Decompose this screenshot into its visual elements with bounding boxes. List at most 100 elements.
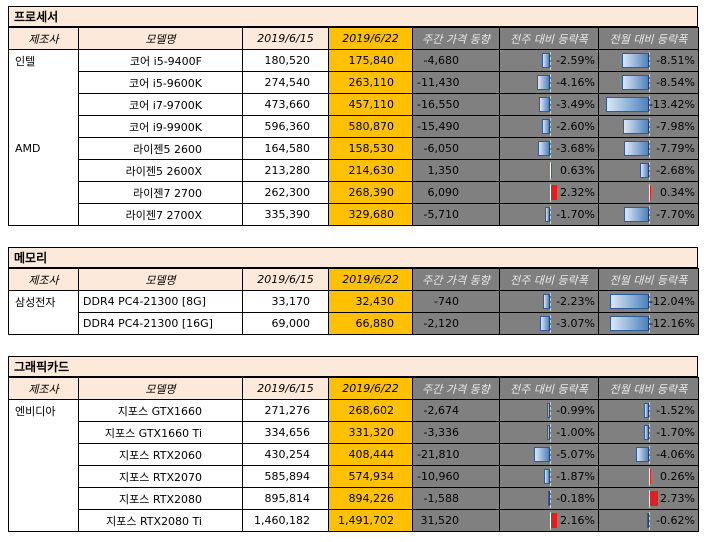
price-prev-cell: 585,894 [242,465,329,488]
table-row: 지포스 RTX2080 895,814 894,226 -1,588 -0.18% 2.7… [8,487,699,510]
mom-change-cell: -8.51% [598,49,699,72]
price-curr-cell: 175,840 [328,49,413,72]
wow-change-cell: -2.60% [499,115,599,138]
maker-cell [8,443,79,466]
positive-data-bar [550,185,557,200]
change-value: 0.63% [560,164,595,177]
mom-change-cell: -13.42% [598,93,699,116]
maker-cell [8,93,79,116]
maker-cell [8,203,79,226]
model-cell: 지포스 GTX1660 Ti [78,421,243,444]
wow-change-cell: -3.07% [499,312,599,335]
weekly-change-cell: -21,810 [412,443,500,466]
price-curr-cell: 158,530 [328,137,413,160]
section-1: 프로세서 제조사 모델명 2019/6/15 2019/6/22 주간 가격 동향 전주 대… [8,6,699,226]
header-wow: 전주 대비 등락폭 [499,268,599,291]
section-title: 메모리 [8,247,698,268]
price-curr-cell: 457,110 [328,93,413,116]
maker-cell [8,509,79,532]
weekly-change-cell: -6,050 [412,137,500,160]
bar-axis [649,293,650,311]
mom-change-cell: 2.73% [598,487,699,510]
header-date-2: 2019/6/22 [328,27,413,50]
bar-axis [649,424,650,442]
price-prev-cell: 271,276 [242,399,329,422]
header-date-2: 2019/6/22 [328,268,413,291]
price-prev-cell: 1,460,182 [242,509,329,532]
negative-data-bar [548,491,550,506]
mom-change-cell: -1.52% [598,399,699,422]
negative-data-bar [534,447,550,462]
mom-change-cell: 0.26% [598,465,699,488]
price-prev-cell: 895,814 [242,487,329,510]
model-cell: 지포스 RTX2080 Ti [78,509,243,532]
maker-cell [8,465,79,488]
change-value: -2.23% [556,295,595,308]
negative-data-bar [542,53,550,68]
weekly-change-cell: 1,350 [412,159,500,182]
weekly-change-cell: -16,550 [412,93,500,116]
change-value: -1.87% [556,470,595,483]
table-row: 엔비디아 지포스 GTX1660 271,276 268,602 -2,674 -0.99… [8,399,699,422]
change-value: -4.06% [656,448,695,461]
maker-cell [8,115,79,138]
change-value: -0.18% [556,492,595,505]
price-curr-cell: 1,491,702 [328,509,413,532]
bar-axis [649,162,650,180]
table-row: 라이젠5 2600X 213,280 214,630 1,350 0.63% -2.68% [8,159,699,182]
change-value: -0.99% [556,404,595,417]
header-maker: 제조사 [8,268,79,291]
price-curr-cell: 408,444 [328,443,413,466]
change-value: -7.98% [656,120,695,133]
bar-axis [649,315,650,333]
change-value: -12.04% [649,295,695,308]
table-row: 라이젠7 2700 262,300 268,390 6,090 2.32% 0.34% [8,181,699,204]
weekly-change-cell: -1,588 [412,487,500,510]
header-date-2: 2019/6/22 [328,377,413,400]
change-value: 0.26% [660,470,695,483]
wow-change-cell: 0.63% [499,159,599,182]
change-value: -4.16% [556,76,595,89]
mom-change-cell: -12.16% [598,312,699,335]
bar-axis [550,468,551,486]
price-prev-cell: 473,660 [242,93,329,116]
table-row: 삼성전자 DDR4 PC4-21300 [8G] 33,170 32,430 -740 -… [8,290,699,313]
change-value: -3.49% [556,98,595,111]
table-row: 지포스 RTX2070 585,894 574,934 -10,960 -1.87% 0.… [8,465,699,488]
price-curr-cell: 32,430 [328,290,413,313]
bar-axis [550,96,551,114]
header-weekly: 주간 가격 동향 [412,377,500,400]
mom-change-cell: -1.70% [598,421,699,444]
price-prev-cell: 335,390 [242,203,329,226]
wow-change-cell: -1.87% [499,465,599,488]
change-value: -3.68% [556,142,595,155]
model-cell: 코어 i5-9400F [78,49,243,72]
model-cell: 라이젠5 2600 [78,137,243,160]
header-row: 제조사 모델명 2019/6/15 2019/6/22 주간 가격 동향 전주 대비 등락… [8,268,699,291]
price-prev-cell: 262,300 [242,181,329,204]
weekly-change-cell: 6,090 [412,181,500,204]
change-value: 2.32% [560,186,595,199]
mom-change-cell: -4.06% [598,443,699,466]
section-2: 메모리 제조사 모델명 2019/6/15 2019/6/22 주간 가격 동향 전주 대비… [8,247,699,335]
wow-change-cell: -4.16% [499,71,599,94]
price-curr-cell: 580,870 [328,115,413,138]
wow-change-cell: -3.49% [499,93,599,116]
section-3: 그래픽카드 제조사 모델명 2019/6/15 2019/6/22 주간 가격 동향 전주 … [8,356,699,532]
mom-change-cell: 0.34% [598,181,699,204]
positive-data-bar [550,513,557,528]
negative-data-bar [542,119,550,134]
negative-data-bar [543,294,550,309]
weekly-change-cell: -3,336 [412,421,500,444]
weekly-change-cell: -5,710 [412,203,500,226]
negative-data-bar [547,425,550,440]
bar-axis [649,96,650,114]
price-prev-cell: 164,580 [242,137,329,160]
negative-data-bar [606,97,649,112]
bar-axis [649,140,650,158]
price-prev-cell: 180,520 [242,49,329,72]
header-mom: 전월 대비 등락폭 [598,27,699,50]
price-curr-cell: 329,680 [328,203,413,226]
model-cell: 라이젠5 2600X [78,159,243,182]
mom-change-cell: -8.54% [598,71,699,94]
